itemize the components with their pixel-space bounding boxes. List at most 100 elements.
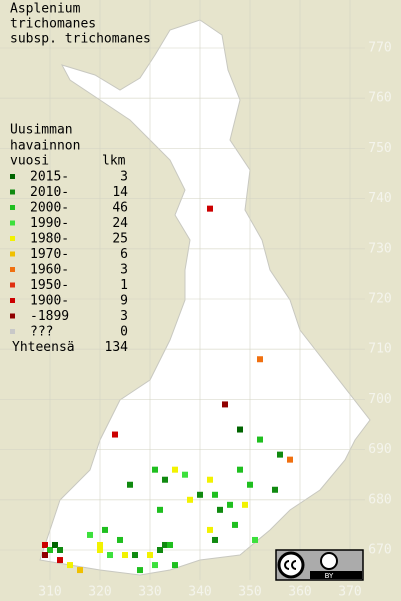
observation-square [122,552,128,559]
license-text: BY [325,572,334,580]
legend-swatch [10,282,15,288]
observation-square [137,567,143,574]
y-label: 700 [368,392,391,407]
y-label: 770 [368,41,391,56]
legend-header: havainnon [10,139,80,154]
legend-col: vuosi [10,154,49,169]
x-label: 330 [138,585,161,600]
legend-label: 2015- [30,170,69,185]
y-label: 730 [368,241,391,256]
observation-square [147,552,153,559]
y-label: 720 [368,292,391,307]
observation-square [127,481,133,488]
observation-square [42,541,48,548]
legend-swatch [10,236,15,241]
legend-swatch [10,220,15,226]
observation-square [52,541,58,548]
observation-square [257,356,263,363]
cc-glyph [284,560,297,570]
observation-square [57,557,63,564]
legend-swatch [10,174,15,179]
observations [42,205,293,574]
legend-label: -1899 [30,309,69,324]
observation-square [162,541,168,548]
legend-count: 0 [120,325,128,340]
y-label: 710 [368,342,391,357]
observation-square [217,506,223,513]
legend-col: lkm [102,154,126,169]
legend-swatch [10,251,15,257]
observation-square [172,466,178,473]
observation-square [227,501,233,508]
legend-count: 1 [120,278,128,293]
by-icon [320,552,338,570]
observation-square [237,426,243,433]
legend-label: ??? [30,325,53,340]
license-badge: BY [275,549,364,581]
legend-swatch [10,329,15,334]
legend-label: 1950- [30,278,69,293]
legend-swatch [10,298,15,303]
legend-count: 3 [120,309,128,324]
y-label: 740 [368,191,391,206]
observation-square [172,562,178,569]
observation-square [117,536,123,543]
legend-swatch [10,267,15,272]
observation-square [152,466,158,473]
legend-count: 24 [112,216,128,231]
observation-square [67,562,73,569]
legend-count: 9 [120,294,128,309]
y-label: 750 [368,141,391,156]
observation-square [232,521,238,528]
x-label: 340 [188,585,211,600]
labels: Asplenium trichomanes subsp. trichomanes… [10,2,151,355]
observation-square [242,501,248,508]
observation-square [257,436,263,443]
x-label: 360 [288,585,311,600]
observation-square [197,491,203,498]
title-line: trichomanes [10,17,96,32]
observation-square [167,541,173,548]
legend-swatch [10,313,15,319]
observation-square [222,401,228,408]
observation-square [252,536,258,543]
total-label: Yhteensä [12,340,75,355]
observation-square [97,547,103,553]
x-label: 350 [238,585,261,600]
observation-square [87,531,93,538]
title-line: Asplenium [10,2,81,17]
observation-square [207,205,213,212]
observation-square [187,496,193,503]
observation-square [287,456,293,463]
observation-square [107,552,113,559]
legend-label: 1900- [30,294,69,309]
legend-count: 6 [120,247,128,262]
observation-square [97,541,103,548]
observation-square [237,466,243,473]
observation-square [152,562,158,569]
observation-square [207,526,213,533]
legend-label: 1990- [30,216,69,231]
legend-count: 14 [112,185,128,200]
observation-square [277,451,283,458]
title-line: subsp. trichomanes [10,32,151,47]
legend-label: 1980- [30,232,69,247]
observation-square [212,491,218,498]
observation-square [182,471,188,478]
legend-swatch [10,189,15,195]
legend-count: 25 [112,232,128,247]
legend-label: 1970- [30,247,69,262]
observation-square [157,547,163,553]
x-label: 370 [338,585,361,600]
observation-square [157,506,163,513]
y-label: 670 [368,543,391,558]
legend-label: 2000- [30,201,69,216]
x-label: 310 [38,585,61,600]
observation-square [272,486,278,493]
legend-count: 3 [120,170,128,185]
observation-square [162,476,168,483]
total-count: 134 [105,340,129,355]
observation-square [212,536,218,543]
observation-square [102,526,108,533]
